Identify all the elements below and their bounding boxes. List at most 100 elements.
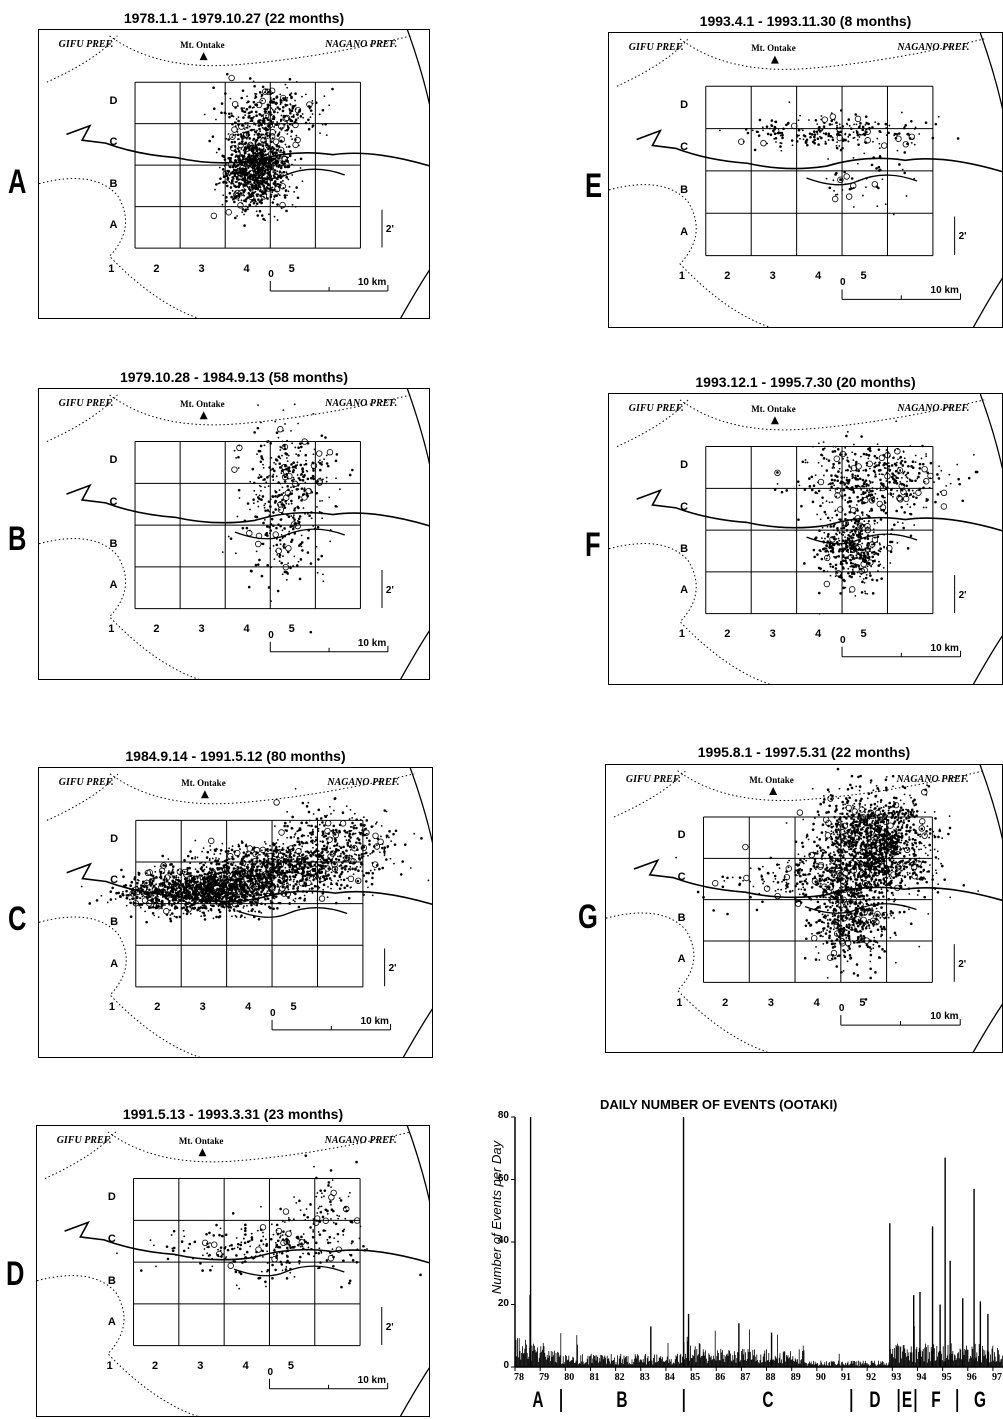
nagano-pref-label: NAGANO PREF. [896,773,969,785]
seismicity-map-d: GIFU PREF. NAGANO PREF. Mt. Ontake D C B A 1 2 3 4… [36,1125,430,1417]
col-label-3: 3 [198,262,205,275]
col-label-4: 4 [243,623,250,636]
y-tick-label: 60 [497,1172,509,1184]
seismicity-map-e: GIFU PREF. NAGANO PREF. Mt. Ontake D C B A 1 2 3 4… [608,32,1003,328]
row-label-d: D [109,454,118,467]
period-label-d: D [869,1387,881,1412]
mt-ontake-label: Mt. Ontake [180,40,225,51]
row-label-b: B [109,537,118,550]
col-label-2: 2 [153,262,160,275]
hypocenter-dots [773,420,979,615]
x-tick-label: 91 [841,1372,851,1383]
scale-minute-label: 2' [385,1321,394,1333]
mt-ontake-label: Mt. Ontake [178,1136,224,1147]
seismicity-map-f: GIFU PREF. NAGANO PREF. Mt. Ontake D C B A 1 2 3 4… [608,393,1003,685]
period-label-f: F [931,1387,942,1412]
scale-zero-label: 0 [840,277,846,289]
scale-end-label: 10 km [357,637,387,649]
nagano-pref-label: NAGANO PREF. [324,1134,397,1146]
y-tick-label: 40 [497,1235,509,1246]
scale-minute-label: 2' [958,589,967,601]
x-tick-label: 85 [690,1372,701,1383]
panel-title-b: 1979.10.28 - 1984.9.13 (58 months) [119,369,349,385]
row-label-a: A [677,953,686,966]
row-label-b: B [109,177,118,190]
col-label-1: 1 [108,1001,115,1014]
x-tick-label: 88 [765,1372,776,1383]
period-label-g: G [974,1387,987,1412]
x-tick-label: 79 [539,1372,550,1383]
col-label-1: 1 [108,623,115,636]
row-label-d: D [680,459,689,472]
x-tick-label: 84 [664,1372,675,1383]
mt-ontake-label: Mt. Ontake [181,778,226,789]
x-tick-label: 83 [639,1372,650,1383]
x-tick-label: 94 [916,1372,927,1383]
scale-zero-label: 0 [268,629,274,641]
scale-end-label: 10 km [357,277,387,288]
col-label-4: 4 [245,1001,252,1014]
map-canvas [39,30,429,318]
col-label-3: 3 [197,1360,204,1373]
row-label-a: A [680,584,689,597]
row-label-b: B [680,183,689,196]
hypocenter-dots [116,1154,422,1290]
seismicity-map-c: GIFU PREF. NAGANO PREF. Mt. Ontake D C B A 1 2 3 4… [38,767,433,1058]
nagano-pref-label: NAGANO PREF. [897,41,970,53]
x-tick-label: 89 [790,1372,801,1383]
nagano-pref-label: NAGANO PREF. [327,776,400,788]
col-label-5: 5 [860,270,867,283]
panel-letter-g: G [578,898,598,936]
panel-title-c: 1984.9.14 - 1991.5.12 (80 months) [125,748,346,764]
x-tick-label: 90 [815,1372,826,1383]
scale-minute-label: 2' [958,231,967,243]
y-tick-label: 20 [497,1297,509,1309]
hypocenter-dots [719,101,960,216]
panel-letter-a: A [8,163,27,201]
col-label-4: 4 [815,628,822,641]
seismicity-map-b: GIFU PREF. NAGANO PREF. Mt. Ontake D C B A 1 2 3 4… [38,388,430,680]
panel-letter-d: D [6,1255,25,1293]
col-label-3: 3 [769,628,776,641]
col-label-2: 2 [153,623,160,636]
col-label-2: 2 [724,628,731,641]
period-label-a: A [532,1387,544,1412]
col-label-2: 2 [722,996,729,1009]
col-label-5: 5 [288,262,295,275]
row-label-d: D [109,94,118,107]
col-label-1: 1 [676,996,683,1009]
row-label-d: D [680,98,689,111]
mt-ontake-label: Mt. Ontake [751,404,796,415]
gifu-pref-label: GIFU PREF. [625,773,681,785]
col-label-2: 2 [151,1360,159,1373]
x-tick-label: 97 [991,1372,1002,1383]
daily-bars [515,1326,1003,1367]
hypocenter-dots [80,787,430,924]
row-label-b: B [680,542,689,555]
gifu-pref-label: GIFU PREF. [58,38,114,50]
scale-end-label: 10 km [930,642,959,654]
seismicity-map-a: GIFU PREF. NAGANO PREF. Mt. Ontake D C B A 1 2 3 4… [38,29,430,319]
map-canvas [609,394,1002,684]
scale-minute-label: 2' [385,224,394,236]
x-tick-label: 82 [614,1372,625,1383]
col-label-1: 1 [106,1360,113,1373]
x-tick-label: 81 [589,1372,600,1383]
row-label-c: C [680,500,689,513]
scale-zero-label: 0 [270,1007,276,1019]
col-label-4: 4 [815,270,822,283]
mt-ontake-label: Mt. Ontake [180,399,225,410]
col-label-1: 1 [678,270,685,283]
scale-minute-label: 2' [958,958,967,970]
scale-zero-label: 0 [267,1366,274,1378]
col-label-3: 3 [767,996,774,1009]
col-label-3: 3 [198,623,205,636]
col-label-5: 5 [860,628,867,641]
scale-end-label: 10 km [930,1011,959,1023]
mt-ontake-label: Mt. Ontake [749,775,794,786]
gifu-pref-label: GIFU PREF. [58,397,114,409]
period-label-b: B [616,1387,628,1412]
gifu-pref-label: GIFU PREF. [628,41,684,53]
col-label-2: 2 [724,270,731,283]
y-tick-label: 0 [503,1360,509,1371]
